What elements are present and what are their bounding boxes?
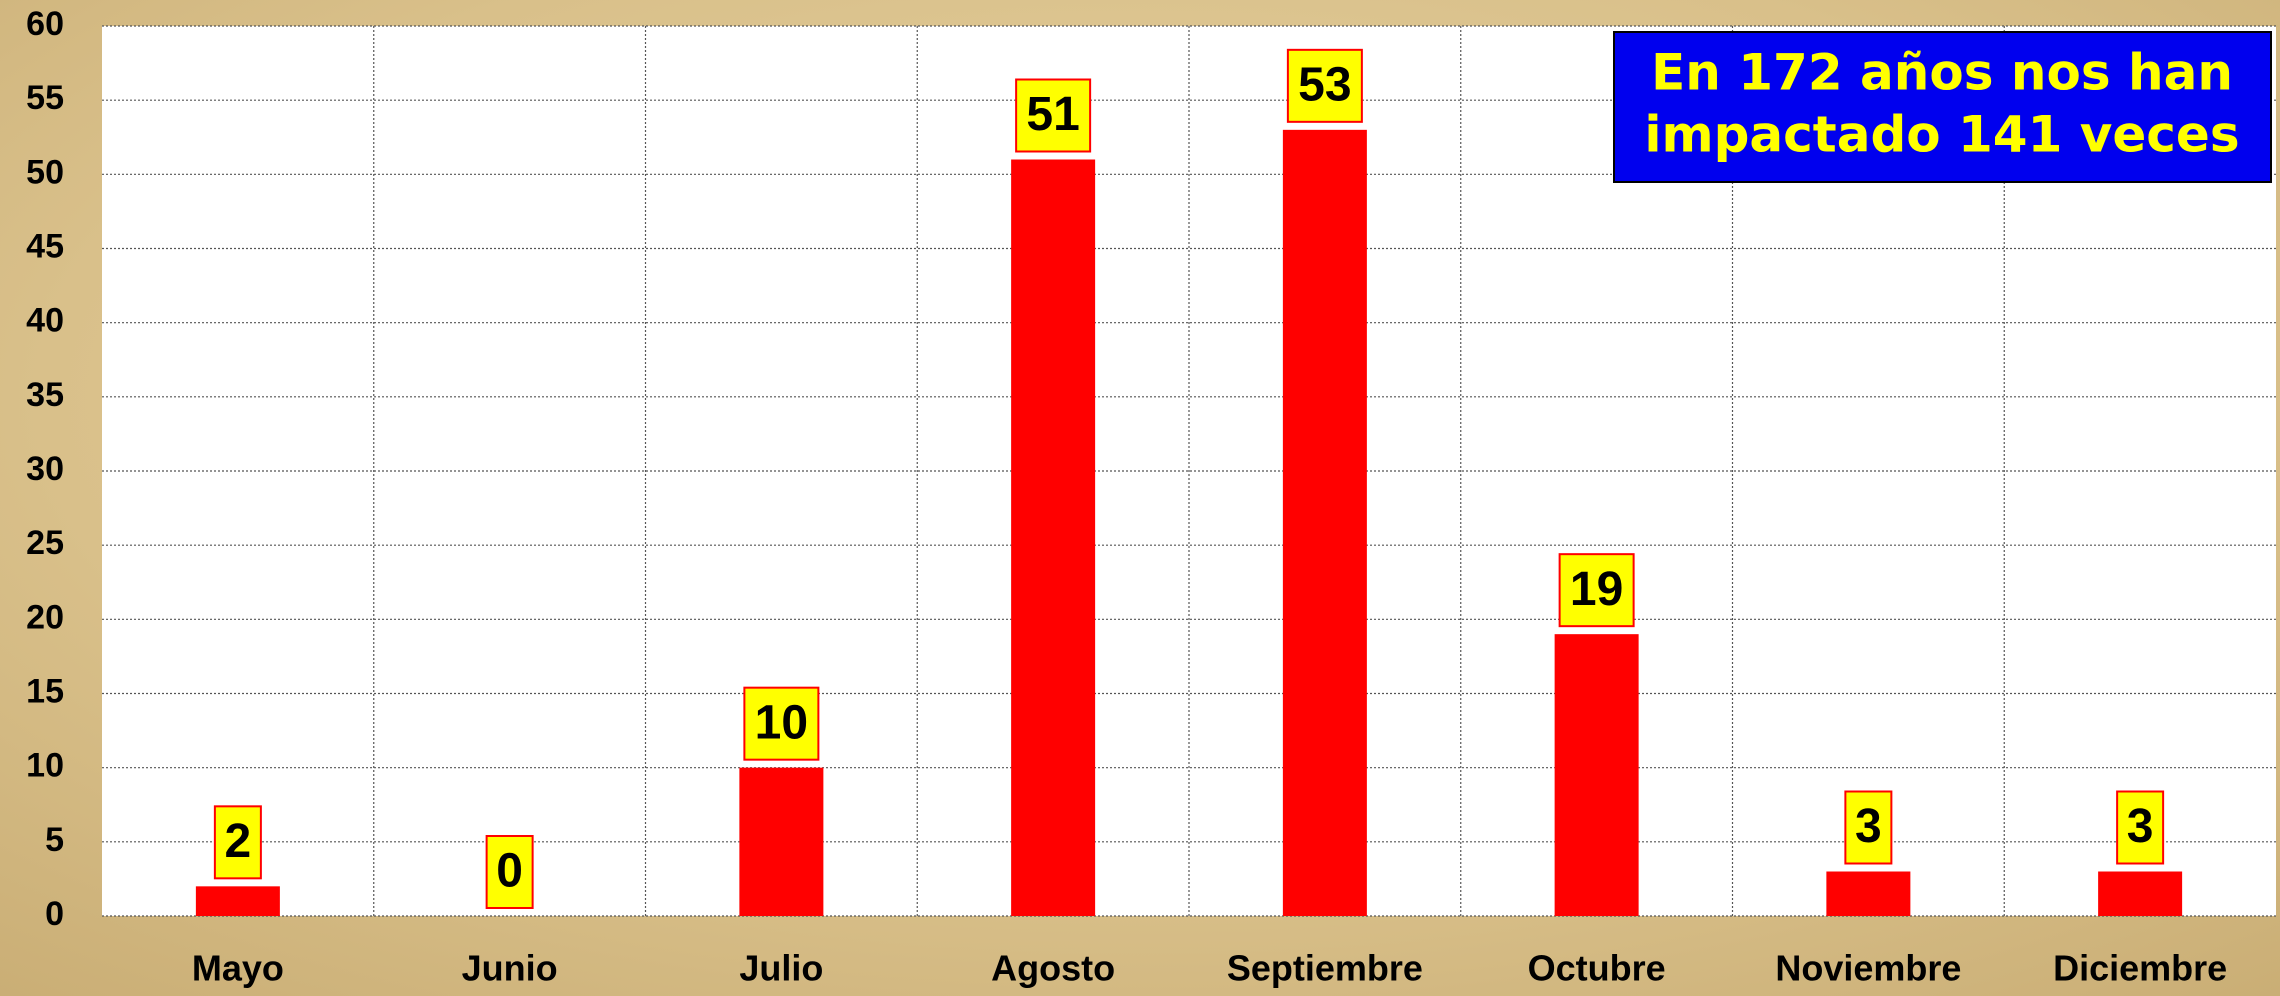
value-label: 0 — [496, 845, 523, 898]
value-label-box — [1558, 553, 1635, 628]
y-tick-label: 30 — [26, 450, 64, 488]
x-tick-label: Agosto — [991, 948, 1115, 989]
x-tick-label: Mayo — [192, 948, 284, 989]
x-tick-label: Septiembre — [1227, 948, 1423, 989]
value-label: 53 — [1298, 59, 1351, 112]
annotation-box — [1613, 31, 2272, 183]
y-tick-label: 5 — [45, 821, 64, 859]
y-tick-label: 45 — [26, 227, 64, 265]
value-label-box — [1015, 78, 1092, 153]
x-tick-label: Octubre — [1528, 948, 1666, 989]
bar — [739, 767, 824, 916]
bar — [1011, 159, 1096, 916]
y-tick-label: 10 — [26, 747, 64, 785]
value-label-box — [743, 686, 820, 761]
bar — [195, 886, 280, 916]
y-tick-label: 25 — [26, 524, 64, 562]
bar — [1826, 871, 1911, 916]
value-label: 19 — [1570, 563, 1623, 616]
value-label: 51 — [1026, 88, 1079, 141]
y-tick-label: 40 — [26, 302, 64, 340]
bar — [1554, 634, 1639, 916]
x-tick-label: Diciembre — [2053, 948, 2227, 989]
y-tick-label: 50 — [26, 153, 64, 191]
x-tick-label: Julio — [739, 948, 823, 989]
value-label: 3 — [1855, 800, 1882, 853]
y-tick-label: 35 — [26, 376, 64, 414]
y-tick-label: 15 — [26, 672, 64, 710]
value-label-box — [485, 835, 534, 909]
annotation: En 172 años nos han — [1651, 44, 2233, 102]
y-tick-label: 20 — [26, 598, 64, 636]
value-label: 2 — [225, 815, 252, 868]
x-tick-label: Noviembre — [1775, 948, 1961, 989]
value-label: 10 — [755, 696, 808, 749]
bar — [1282, 129, 1367, 917]
y-tick-label: 60 — [26, 5, 64, 43]
y-tick-label: 0 — [45, 895, 64, 933]
x-tick-label: Junio — [462, 948, 558, 989]
value-label: 3 — [2127, 800, 2154, 853]
value-label-box — [1844, 790, 1893, 865]
value-label-box — [213, 805, 262, 880]
y-tick-label: 55 — [26, 79, 64, 117]
bar — [2098, 871, 2183, 916]
value-label-box — [1286, 48, 1363, 123]
value-label-box — [2116, 790, 2165, 865]
annotation: impactado 141 veces — [1644, 106, 2239, 164]
